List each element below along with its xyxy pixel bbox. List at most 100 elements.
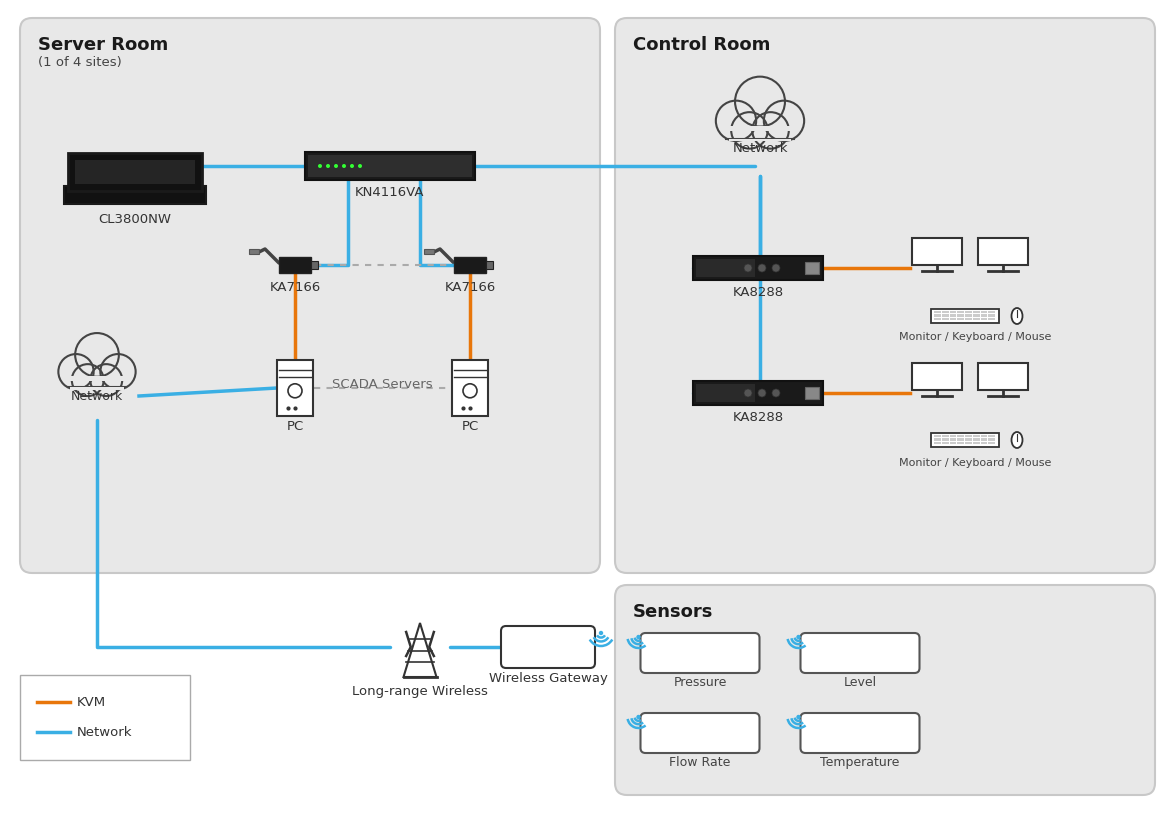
FancyBboxPatch shape: [454, 257, 486, 273]
FancyBboxPatch shape: [942, 315, 949, 317]
FancyBboxPatch shape: [486, 261, 493, 269]
Circle shape: [463, 384, 477, 398]
FancyBboxPatch shape: [68, 376, 126, 381]
FancyBboxPatch shape: [305, 152, 475, 180]
Text: Temperature: Temperature: [820, 756, 900, 769]
Circle shape: [797, 715, 800, 719]
FancyBboxPatch shape: [972, 311, 979, 313]
FancyBboxPatch shape: [965, 435, 972, 438]
FancyBboxPatch shape: [934, 318, 941, 320]
FancyBboxPatch shape: [800, 633, 920, 673]
FancyBboxPatch shape: [972, 318, 979, 320]
FancyBboxPatch shape: [957, 318, 964, 320]
Text: Pressure: Pressure: [673, 676, 727, 689]
FancyBboxPatch shape: [989, 315, 994, 317]
FancyBboxPatch shape: [70, 387, 124, 390]
FancyBboxPatch shape: [931, 309, 999, 323]
Text: Monitor / Keyboard / Mouse: Monitor / Keyboard / Mouse: [899, 332, 1051, 342]
FancyBboxPatch shape: [501, 626, 596, 668]
FancyBboxPatch shape: [965, 318, 972, 320]
Text: KA8288: KA8288: [732, 411, 784, 424]
FancyBboxPatch shape: [957, 315, 964, 317]
Text: Network: Network: [732, 142, 787, 155]
Circle shape: [752, 112, 789, 148]
Circle shape: [599, 631, 604, 635]
Circle shape: [90, 364, 122, 396]
FancyBboxPatch shape: [957, 435, 964, 438]
FancyBboxPatch shape: [800, 713, 920, 753]
FancyBboxPatch shape: [696, 259, 755, 277]
Circle shape: [358, 164, 362, 168]
Circle shape: [350, 164, 355, 168]
FancyBboxPatch shape: [957, 311, 964, 313]
FancyBboxPatch shape: [978, 238, 1028, 266]
FancyBboxPatch shape: [942, 311, 949, 313]
FancyBboxPatch shape: [950, 318, 956, 320]
Text: Network: Network: [77, 725, 132, 738]
FancyBboxPatch shape: [965, 442, 972, 444]
Circle shape: [58, 354, 94, 390]
FancyBboxPatch shape: [957, 438, 964, 441]
FancyBboxPatch shape: [942, 318, 949, 320]
Circle shape: [75, 333, 119, 377]
FancyBboxPatch shape: [980, 442, 987, 444]
Circle shape: [101, 354, 136, 390]
FancyBboxPatch shape: [957, 442, 964, 444]
FancyBboxPatch shape: [950, 442, 956, 444]
FancyBboxPatch shape: [249, 249, 259, 254]
FancyBboxPatch shape: [934, 311, 941, 313]
Text: KVM: KVM: [77, 695, 106, 708]
Circle shape: [797, 635, 800, 639]
FancyBboxPatch shape: [965, 315, 972, 317]
Text: Level: Level: [844, 676, 876, 689]
Text: KA7166: KA7166: [269, 281, 321, 294]
FancyBboxPatch shape: [615, 585, 1155, 795]
FancyBboxPatch shape: [950, 438, 956, 441]
FancyBboxPatch shape: [989, 318, 994, 320]
Text: PC: PC: [461, 420, 479, 433]
FancyBboxPatch shape: [989, 438, 994, 441]
Text: Long-range Wireless: Long-range Wireless: [352, 685, 488, 698]
Text: KN4116VA: KN4116VA: [356, 186, 425, 199]
Text: SCADA Servers: SCADA Servers: [332, 378, 433, 391]
Circle shape: [71, 364, 104, 396]
Circle shape: [326, 164, 330, 168]
FancyBboxPatch shape: [980, 438, 987, 441]
FancyBboxPatch shape: [972, 438, 979, 441]
FancyBboxPatch shape: [911, 238, 962, 266]
Text: Control Room: Control Room: [633, 36, 770, 54]
Circle shape: [342, 164, 346, 168]
Circle shape: [731, 112, 768, 148]
FancyBboxPatch shape: [989, 442, 994, 444]
FancyBboxPatch shape: [68, 378, 126, 389]
FancyBboxPatch shape: [950, 315, 956, 317]
FancyBboxPatch shape: [696, 384, 755, 402]
Text: Server Room: Server Room: [37, 36, 168, 54]
FancyBboxPatch shape: [950, 435, 956, 438]
Circle shape: [636, 715, 641, 719]
FancyBboxPatch shape: [693, 256, 823, 280]
FancyBboxPatch shape: [693, 381, 823, 405]
Circle shape: [333, 164, 338, 168]
Circle shape: [772, 389, 780, 397]
FancyBboxPatch shape: [911, 363, 962, 390]
FancyBboxPatch shape: [980, 318, 987, 320]
FancyBboxPatch shape: [931, 433, 999, 447]
Text: Sensors: Sensors: [633, 603, 714, 621]
FancyBboxPatch shape: [640, 713, 759, 753]
FancyBboxPatch shape: [20, 18, 600, 573]
FancyBboxPatch shape: [934, 315, 941, 317]
FancyBboxPatch shape: [989, 435, 994, 438]
FancyBboxPatch shape: [727, 126, 793, 131]
FancyBboxPatch shape: [989, 311, 994, 313]
FancyBboxPatch shape: [805, 387, 819, 399]
FancyBboxPatch shape: [934, 438, 941, 441]
Circle shape: [318, 164, 322, 168]
FancyBboxPatch shape: [68, 153, 202, 191]
Circle shape: [288, 384, 302, 398]
Text: Flow Rate: Flow Rate: [669, 756, 731, 769]
FancyBboxPatch shape: [277, 360, 314, 416]
FancyBboxPatch shape: [972, 442, 979, 444]
Circle shape: [716, 100, 756, 141]
FancyBboxPatch shape: [727, 128, 793, 140]
